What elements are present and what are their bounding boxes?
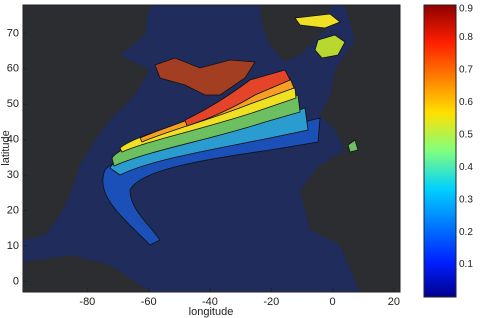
contour-band (347, 139, 359, 153)
contour-band (294, 13, 341, 29)
y-tick-label: 70 (7, 27, 19, 39)
x-tick-label: 20 (388, 296, 400, 308)
colorbar-tick-label: 0.6 (459, 97, 473, 108)
y-tick-label: 60 (7, 63, 19, 75)
contour-band (184, 69, 291, 127)
x-tick-label: -80 (79, 296, 95, 308)
colorbar-tick-label: 0.3 (459, 194, 473, 205)
x-tick-label: -40 (202, 296, 218, 308)
colorbar (423, 4, 457, 298)
x-tick-label: -60 (141, 296, 157, 308)
y-tick-label: 0 (13, 275, 19, 287)
x-tick-label: 0 (330, 296, 336, 308)
land (23, 5, 150, 240)
y-tick-label: 20 (7, 204, 19, 216)
y-axis-label: latitude (0, 130, 12, 165)
y-tick-label: 30 (7, 169, 19, 181)
map (23, 5, 400, 292)
contour-band (154, 57, 256, 96)
colorbar-tick-label: 0.5 (459, 129, 473, 140)
colorbar-tick-label: 0.7 (459, 65, 473, 76)
y-tick-label: 10 (7, 240, 19, 252)
y-tick-label: 40 (7, 134, 19, 146)
colorbar-tick-label: 0.9 (459, 4, 473, 15)
colorbar-tick-label: 0.8 (459, 32, 473, 43)
colorbar-tick-label: 0.2 (459, 227, 473, 238)
land (23, 255, 150, 292)
colorbar-tick-label: 0.1 (459, 259, 473, 270)
contour-band (314, 34, 346, 59)
colorbar-tick-label: 0.4 (459, 162, 473, 173)
x-tick-label: -20 (263, 296, 279, 308)
y-tick-label: 50 (7, 98, 19, 110)
x-axis-label: longitude (189, 306, 234, 318)
plot-frame (22, 4, 401, 293)
